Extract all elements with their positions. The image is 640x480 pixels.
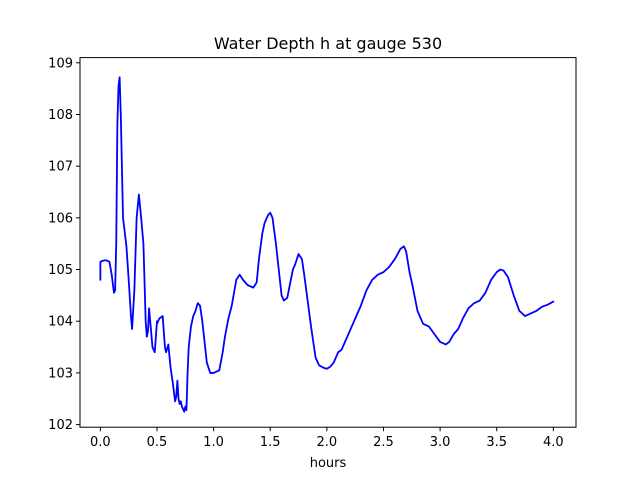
- x-tick-label: 2.0: [317, 435, 338, 450]
- y-tick-label: 108: [48, 108, 73, 123]
- x-tick-label: 0.0: [90, 435, 111, 450]
- plot-area: [80, 57, 576, 428]
- y-axis-ticks: 102 103 104 105 106 107 108 109: [48, 56, 80, 433]
- y-tick-label: 107: [48, 160, 73, 175]
- y-tick-label: 105: [48, 263, 73, 278]
- x-axis-label: hours: [310, 456, 347, 471]
- x-tick-label: 1.0: [203, 435, 224, 450]
- y-tick-label: 103: [48, 366, 73, 381]
- x-axis-ticks: 0.0 0.5 1.0 1.5 2.0 2.5 3.0 3.5 4.0: [90, 427, 564, 450]
- chart-title: Water Depth h at gauge 530: [214, 34, 442, 53]
- axes-frame: [79, 57, 577, 428]
- x-tick-label: 3.5: [486, 435, 507, 450]
- y-tick-label: 102: [48, 418, 73, 433]
- y-tick-label: 104: [48, 315, 73, 330]
- y-tick-label: 106: [48, 211, 73, 226]
- series-layer: [99, 76, 555, 413]
- x-tick-label: 2.5: [373, 435, 394, 450]
- x-tick-label: 3.0: [430, 435, 451, 450]
- x-tick-label: 1.5: [260, 435, 281, 450]
- x-tick-label: 0.5: [147, 435, 168, 450]
- y-tick-label: 109: [48, 56, 73, 71]
- x-tick-label: 4.0: [543, 435, 564, 450]
- series-line-0: [99, 76, 555, 413]
